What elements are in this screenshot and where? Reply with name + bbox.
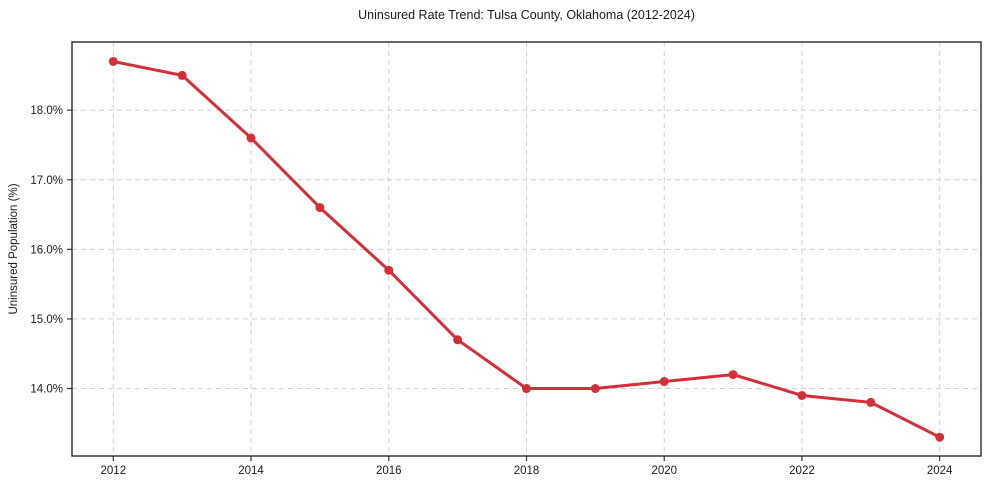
x-tick-label: 2016 <box>376 465 402 477</box>
data-point <box>384 265 394 275</box>
y-tick-label: 17.0% <box>30 175 63 187</box>
data-point <box>108 56 118 66</box>
data-point <box>315 203 325 213</box>
data-point <box>728 370 738 380</box>
data-point <box>246 133 256 143</box>
data-point <box>177 70 187 80</box>
axes-border <box>71 41 982 457</box>
x-tick-label: 2024 <box>927 465 953 477</box>
x-tick-label: 2022 <box>789 465 815 477</box>
x-tick-label: 2018 <box>514 465 540 477</box>
data-point <box>522 384 531 394</box>
y-tick-label: 16.0% <box>30 244 63 256</box>
data-point <box>659 377 669 387</box>
data-point <box>453 335 463 345</box>
data-point <box>797 390 807 400</box>
data-point <box>935 432 945 442</box>
y-tick-label: 15.0% <box>30 314 63 326</box>
data-point <box>590 384 600 394</box>
x-tick-label: 2012 <box>101 465 127 477</box>
y-tick-label: 18.0% <box>30 105 63 117</box>
x-tick-label: 2020 <box>651 465 677 477</box>
x-tick-label: 2014 <box>238 465 264 477</box>
chart-title: Uninsured Rate Trend: Tulsa County, Okla… <box>358 8 695 22</box>
y-tick-label: 14.0% <box>30 384 63 396</box>
data-point <box>866 397 876 407</box>
